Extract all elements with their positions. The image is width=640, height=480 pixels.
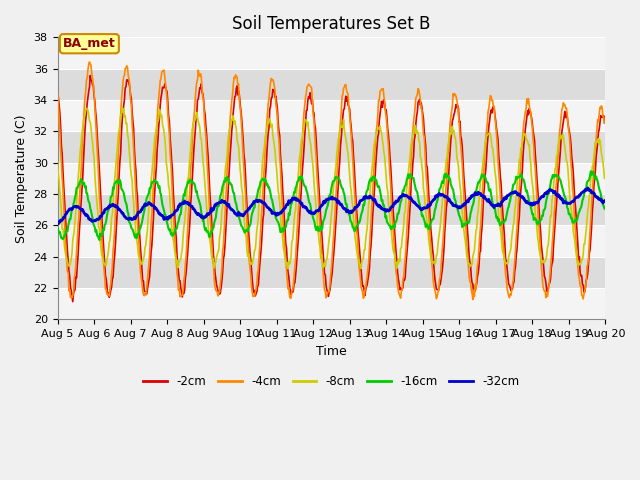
Y-axis label: Soil Temperature (C): Soil Temperature (C) xyxy=(15,114,28,242)
-4cm xyxy=(469,297,477,302)
-32cm xyxy=(205,212,212,217)
-16cm xyxy=(63,228,71,234)
-16cm xyxy=(601,206,609,212)
-8cm xyxy=(399,230,407,236)
Line: -2cm: -2cm xyxy=(58,75,605,301)
-8cm xyxy=(415,137,422,143)
-4cm xyxy=(398,287,406,292)
-8cm xyxy=(63,259,71,264)
-2cm xyxy=(122,85,129,91)
-16cm xyxy=(176,212,184,218)
Bar xyxy=(58,163,605,194)
-8cm xyxy=(118,105,126,110)
-16cm xyxy=(54,225,61,230)
-4cm xyxy=(86,59,93,65)
Legend: -2cm, -4cm, -8cm, -16cm, -32cm: -2cm, -4cm, -8cm, -16cm, -32cm xyxy=(139,370,524,393)
-4cm xyxy=(414,86,422,92)
X-axis label: Time: Time xyxy=(316,345,347,358)
-2cm xyxy=(86,72,94,78)
-4cm xyxy=(63,269,71,275)
-8cm xyxy=(54,159,61,165)
-4cm xyxy=(205,193,212,199)
Bar xyxy=(58,257,605,288)
Line: -32cm: -32cm xyxy=(58,188,605,224)
Bar xyxy=(58,37,605,69)
-2cm xyxy=(601,120,609,126)
Title: Soil Temperatures Set B: Soil Temperatures Set B xyxy=(232,15,431,33)
-32cm xyxy=(54,220,61,226)
-32cm xyxy=(120,214,128,219)
-16cm xyxy=(414,194,422,200)
-8cm xyxy=(205,232,212,238)
Bar xyxy=(58,132,605,163)
-4cm xyxy=(601,120,609,125)
-4cm xyxy=(54,91,61,96)
-8cm xyxy=(284,266,292,272)
-2cm xyxy=(206,186,214,192)
Line: -4cm: -4cm xyxy=(58,62,605,300)
Text: BA_met: BA_met xyxy=(63,37,116,50)
-16cm xyxy=(95,237,103,243)
Bar xyxy=(58,100,605,132)
-16cm xyxy=(398,191,406,197)
-16cm xyxy=(587,168,595,174)
-16cm xyxy=(120,194,128,200)
Bar xyxy=(58,69,605,100)
-8cm xyxy=(120,114,128,120)
-2cm xyxy=(415,98,422,104)
-2cm xyxy=(69,299,77,304)
Bar xyxy=(58,194,605,226)
-32cm xyxy=(601,198,609,204)
-8cm xyxy=(176,258,184,264)
-32cm xyxy=(584,185,591,191)
-32cm xyxy=(398,193,406,199)
-4cm xyxy=(120,72,128,78)
-16cm xyxy=(205,233,212,239)
Bar xyxy=(58,288,605,319)
-32cm xyxy=(65,208,72,214)
-32cm xyxy=(414,203,422,209)
-2cm xyxy=(399,285,407,290)
-2cm xyxy=(54,83,61,89)
Bar xyxy=(58,226,605,257)
Line: -16cm: -16cm xyxy=(58,171,605,240)
-8cm xyxy=(601,176,609,181)
-32cm xyxy=(54,221,62,227)
-4cm xyxy=(176,294,184,300)
-32cm xyxy=(176,201,184,207)
-2cm xyxy=(177,285,184,291)
-2cm xyxy=(63,248,71,254)
Line: -8cm: -8cm xyxy=(58,108,605,269)
